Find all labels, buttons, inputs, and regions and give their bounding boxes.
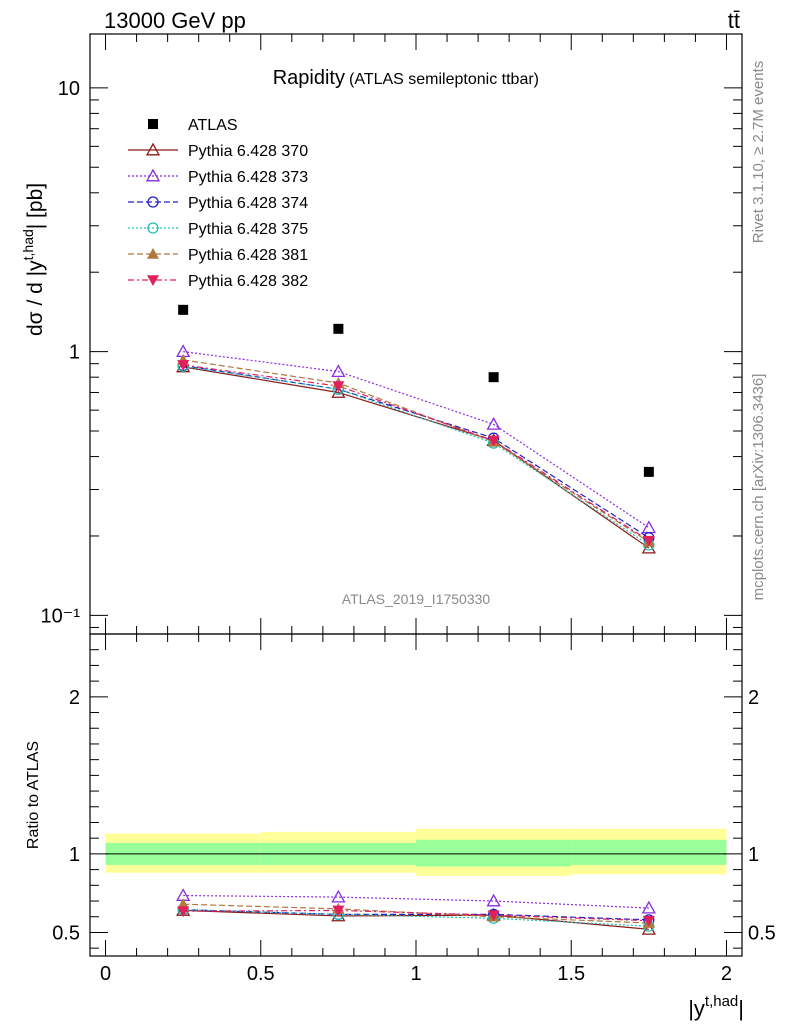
legend-entry: Pythia 6.428 375 — [128, 221, 308, 238]
legend-label: Pythia 6.428 381 — [188, 247, 308, 264]
chart-title: Rapidity — [273, 67, 345, 89]
y-tick-label-ratio: 2 — [69, 687, 80, 709]
x-tick-label: 1.5 — [557, 963, 585, 985]
data-point — [331, 385, 346, 398]
main-series-4 — [177, 360, 655, 551]
legend-marker — [145, 168, 161, 182]
ratio-line — [183, 909, 649, 927]
y-axis-label-main: dσ / d |yt,had| [pb] — [20, 183, 47, 336]
ratio-point — [177, 906, 190, 918]
legend: ATLAS Pythia 6.428 370 Pythia 6.428 373 Pyt… — [128, 117, 308, 290]
y-tick-label-main: 10⁻¹ — [41, 605, 81, 627]
main-series-0 — [178, 304, 654, 477]
axis-ticks: 0 0.5 1 1.5 2 10 1 10⁻¹ 0.5 0.5 1 1 2 2 — [41, 34, 776, 985]
ratio-bands — [105, 828, 727, 876]
x-tick-label: 0.5 — [247, 963, 275, 985]
y-axis-label-ratio: Ratio to ATLAS — [25, 741, 42, 849]
data-point — [331, 364, 346, 378]
legend-entry: Pythia 6.428 381 — [128, 247, 308, 264]
mcplots-label: mcplots.cern.ch [arXiv:1306.3436] — [750, 374, 767, 601]
ratio-point — [641, 921, 656, 935]
x-tick-label: 1 — [410, 963, 421, 985]
x-tick-label: 2 — [721, 963, 732, 985]
data-point — [488, 372, 499, 383]
main-series-5 — [177, 353, 655, 547]
main-series-3 — [177, 359, 655, 544]
legend-label: Pythia 6.428 370 — [188, 143, 308, 160]
legend-entry: ATLAS — [148, 117, 238, 134]
main-series-1 — [176, 359, 656, 554]
y-tick-label-main: 1 — [69, 342, 80, 364]
legend-entry: Pythia 6.428 373 — [128, 168, 308, 186]
legend-marker — [147, 222, 159, 234]
legend-marker — [147, 275, 159, 286]
analysis-watermark: ATLAS_2019_I1750330 — [342, 591, 491, 607]
y-tick-label-main: 10 — [58, 78, 80, 100]
data-point — [332, 381, 345, 393]
ratio-series — [176, 888, 656, 935]
rivet-version-label: Rivet 3.1.10, ≥ 2.7M events — [750, 61, 767, 244]
ratio-point — [486, 893, 501, 907]
x-axis-label: |yt,had| — [688, 993, 744, 1021]
legend-label: ATLAS — [188, 117, 238, 134]
ratio-series-2 — [177, 904, 655, 926]
data-point — [641, 520, 656, 534]
ratio-point — [331, 908, 346, 922]
x-tick-label: 0 — [100, 963, 111, 985]
ratio-band-stat-3 — [571, 839, 727, 865]
y-tick-label-ratio-right: 0.5 — [748, 922, 776, 944]
ratio-point — [487, 910, 500, 922]
data-point — [178, 304, 189, 315]
legend-label: Pythia 6.428 382 — [188, 273, 308, 290]
ratio-series-5 — [177, 905, 655, 927]
data-point — [487, 435, 500, 447]
ratio-point — [177, 898, 190, 909]
ratio-line — [183, 903, 649, 924]
data-point — [486, 417, 501, 430]
legend-marker — [147, 196, 159, 208]
series-line — [183, 359, 650, 543]
data-point — [177, 360, 190, 371]
legend-entry: Pythia 6.428 370 — [128, 142, 308, 160]
y-tick-label-ratio-right: 1 — [748, 844, 759, 866]
legend-label: Pythia 6.428 373 — [188, 169, 308, 186]
main-series — [176, 304, 656, 554]
header-process: tt̄ — [728, 8, 740, 33]
main-series-6 — [177, 360, 655, 547]
data-point — [643, 466, 654, 477]
series-line — [183, 351, 650, 529]
legend-marker — [148, 119, 158, 129]
y-tick-label-ratio: 1 — [69, 844, 80, 866]
chart-subtitle: (ATLAS semileptonic ttbar) — [349, 71, 539, 88]
legend-label: Pythia 6.428 375 — [188, 221, 308, 238]
ratio-line — [183, 909, 649, 922]
ratio-line — [183, 894, 649, 909]
ratio-point — [641, 900, 656, 914]
data-point — [333, 323, 344, 334]
legend-marker — [147, 248, 159, 259]
series-line — [183, 364, 650, 542]
y-tick-label-ratio: 0.5 — [52, 922, 80, 944]
ratio-series-1 — [176, 888, 656, 914]
ratio-band-stat-2 — [416, 839, 572, 867]
series-line — [183, 365, 650, 546]
legend-label: Pythia 6.428 374 — [188, 195, 308, 212]
header-energy: 13000 GeV pp — [104, 8, 246, 33]
y-tick-label-ratio-right: 2 — [748, 687, 759, 709]
legend-entry: Pythia 6.428 374 — [128, 195, 308, 212]
data-point — [642, 535, 655, 547]
ratio-point — [332, 905, 345, 917]
ratio-series-0 — [176, 903, 656, 935]
data-point — [641, 540, 656, 554]
legend-entry: Pythia 6.428 382 — [128, 273, 308, 290]
ratio-point — [642, 915, 655, 927]
series-line — [183, 365, 650, 539]
ratio-point — [331, 889, 346, 903]
legend-marker — [145, 142, 161, 156]
series-line — [183, 366, 650, 549]
